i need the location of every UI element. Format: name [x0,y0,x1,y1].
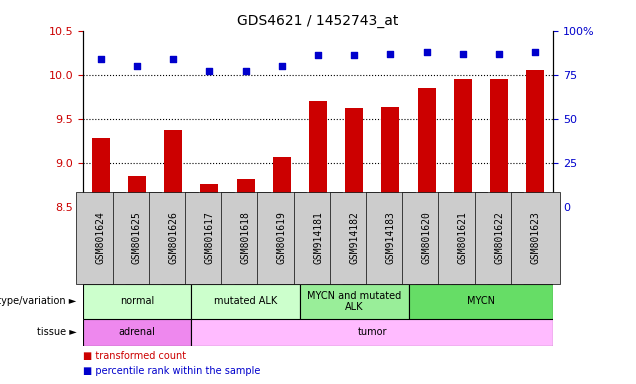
Bar [273,157,291,207]
Bar [526,70,544,207]
Text: GSM801625: GSM801625 [132,211,142,264]
Point [422,49,432,55]
Bar [83,319,191,346]
Point [204,68,214,74]
Bar [164,130,183,207]
Bar [128,177,146,207]
Point [168,56,178,62]
Bar [83,284,191,319]
Text: adrenal: adrenal [118,327,155,337]
Text: GSM801619: GSM801619 [277,211,287,264]
Bar [382,107,399,207]
Point [277,63,287,69]
Text: GSM914182: GSM914182 [349,211,359,264]
Bar [92,139,110,207]
Text: tumor: tumor [357,327,387,337]
Bar [237,179,254,207]
Point [349,52,359,58]
Bar [309,101,327,207]
Point [95,56,106,62]
Text: GSM801617: GSM801617 [204,211,214,264]
Bar [345,108,363,207]
Point [132,63,142,69]
Point [494,51,504,57]
Text: MYCN: MYCN [467,296,495,306]
Bar [408,284,553,319]
Text: normal: normal [120,296,154,306]
Point [313,52,323,58]
Text: GSM801621: GSM801621 [458,211,468,264]
Text: MYCN and mutated
ALK: MYCN and mutated ALK [307,291,401,312]
Bar [200,184,218,207]
Title: GDS4621 / 1452743_at: GDS4621 / 1452743_at [237,14,399,28]
Point [385,51,396,57]
Bar [300,284,408,319]
Text: genotype/variation ►: genotype/variation ► [0,296,76,306]
Bar [490,79,508,207]
Text: mutated ALK: mutated ALK [214,296,277,306]
Text: ■ percentile rank within the sample: ■ percentile rank within the sample [83,366,260,376]
Text: tissue ►: tissue ► [37,327,76,337]
Bar [191,319,553,346]
Text: GSM801624: GSM801624 [96,211,106,264]
Text: GSM914181: GSM914181 [313,211,323,264]
Text: GSM801620: GSM801620 [422,211,432,264]
Text: GSM801623: GSM801623 [530,211,540,264]
Bar [453,79,472,207]
Point [458,51,468,57]
Text: GSM801618: GSM801618 [240,211,251,264]
Text: GSM801626: GSM801626 [168,211,178,264]
Text: ■ transformed count: ■ transformed count [83,351,186,361]
Bar [191,284,300,319]
Point [530,49,541,55]
Text: GSM801622: GSM801622 [494,211,504,264]
Text: GSM914183: GSM914183 [385,211,396,264]
Bar [418,88,436,207]
Point [240,68,251,74]
